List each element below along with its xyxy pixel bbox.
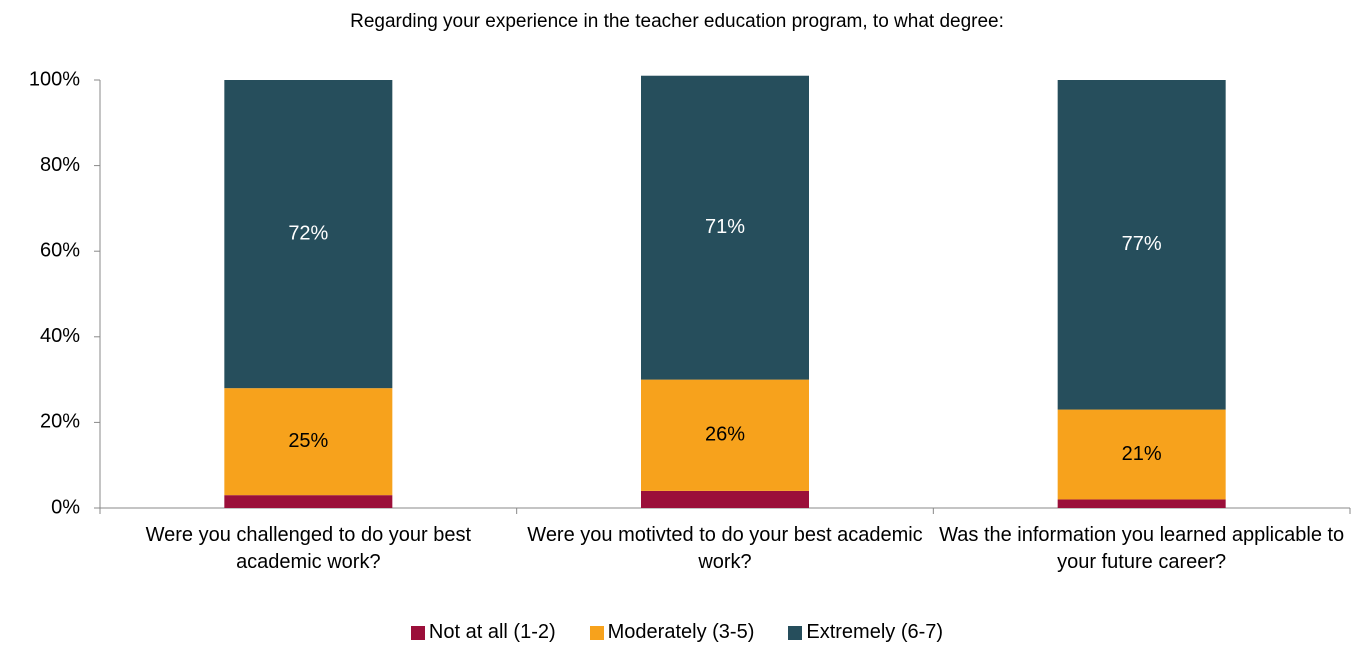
bar-segment: [641, 379, 809, 491]
bar-segment: [641, 75, 809, 380]
data-label: 77%: [1122, 233, 1162, 255]
y-tick-label: 40%: [40, 325, 80, 347]
legend-swatch: [410, 625, 425, 640]
legend-label: Not at all (1-2): [428, 621, 556, 643]
data-label: 71%: [705, 216, 745, 238]
bar-segment: [1057, 499, 1226, 508]
data-label: 21%: [1122, 443, 1162, 465]
x-tick-label: Were you motivted to do your best academ…: [527, 524, 923, 573]
legend-swatch: [788, 625, 803, 640]
legend: Not at all (1-2) Moderately (3-5) Extremel…: [0, 621, 1354, 644]
legend-label: Moderately (3-5): [607, 621, 755, 643]
legend-item: Extremely (6-7): [788, 621, 943, 644]
bar-segment: [224, 495, 393, 508]
y-tick-label: 80%: [40, 154, 80, 176]
legend-label: Extremely (6-7): [806, 621, 944, 643]
legend-item: Moderately (3-5): [589, 621, 755, 644]
bar-segment: [224, 80, 393, 389]
bar-segment: [1057, 80, 1226, 410]
x-tick-label: Was the information you learned applicab…: [939, 524, 1345, 573]
legend-item: Not at all (1-2): [410, 621, 556, 644]
y-tick-label: 100%: [29, 68, 80, 90]
y-tick-label: 60%: [40, 239, 80, 261]
y-tick-label: 20%: [40, 411, 80, 433]
data-label: 26%: [705, 424, 745, 446]
chart-title: Regarding your experience in the teacher…: [350, 11, 1004, 32]
bar-segment: [224, 388, 393, 496]
legend-swatch: [589, 625, 604, 640]
y-tick-label: 0%: [51, 496, 80, 518]
x-tick-label: Were you challenged to do your best acad…: [145, 524, 472, 573]
data-label: 72%: [288, 222, 328, 244]
bar-segment: [1057, 409, 1226, 500]
bar-segment: [641, 490, 809, 508]
data-label: 25%: [288, 430, 328, 452]
